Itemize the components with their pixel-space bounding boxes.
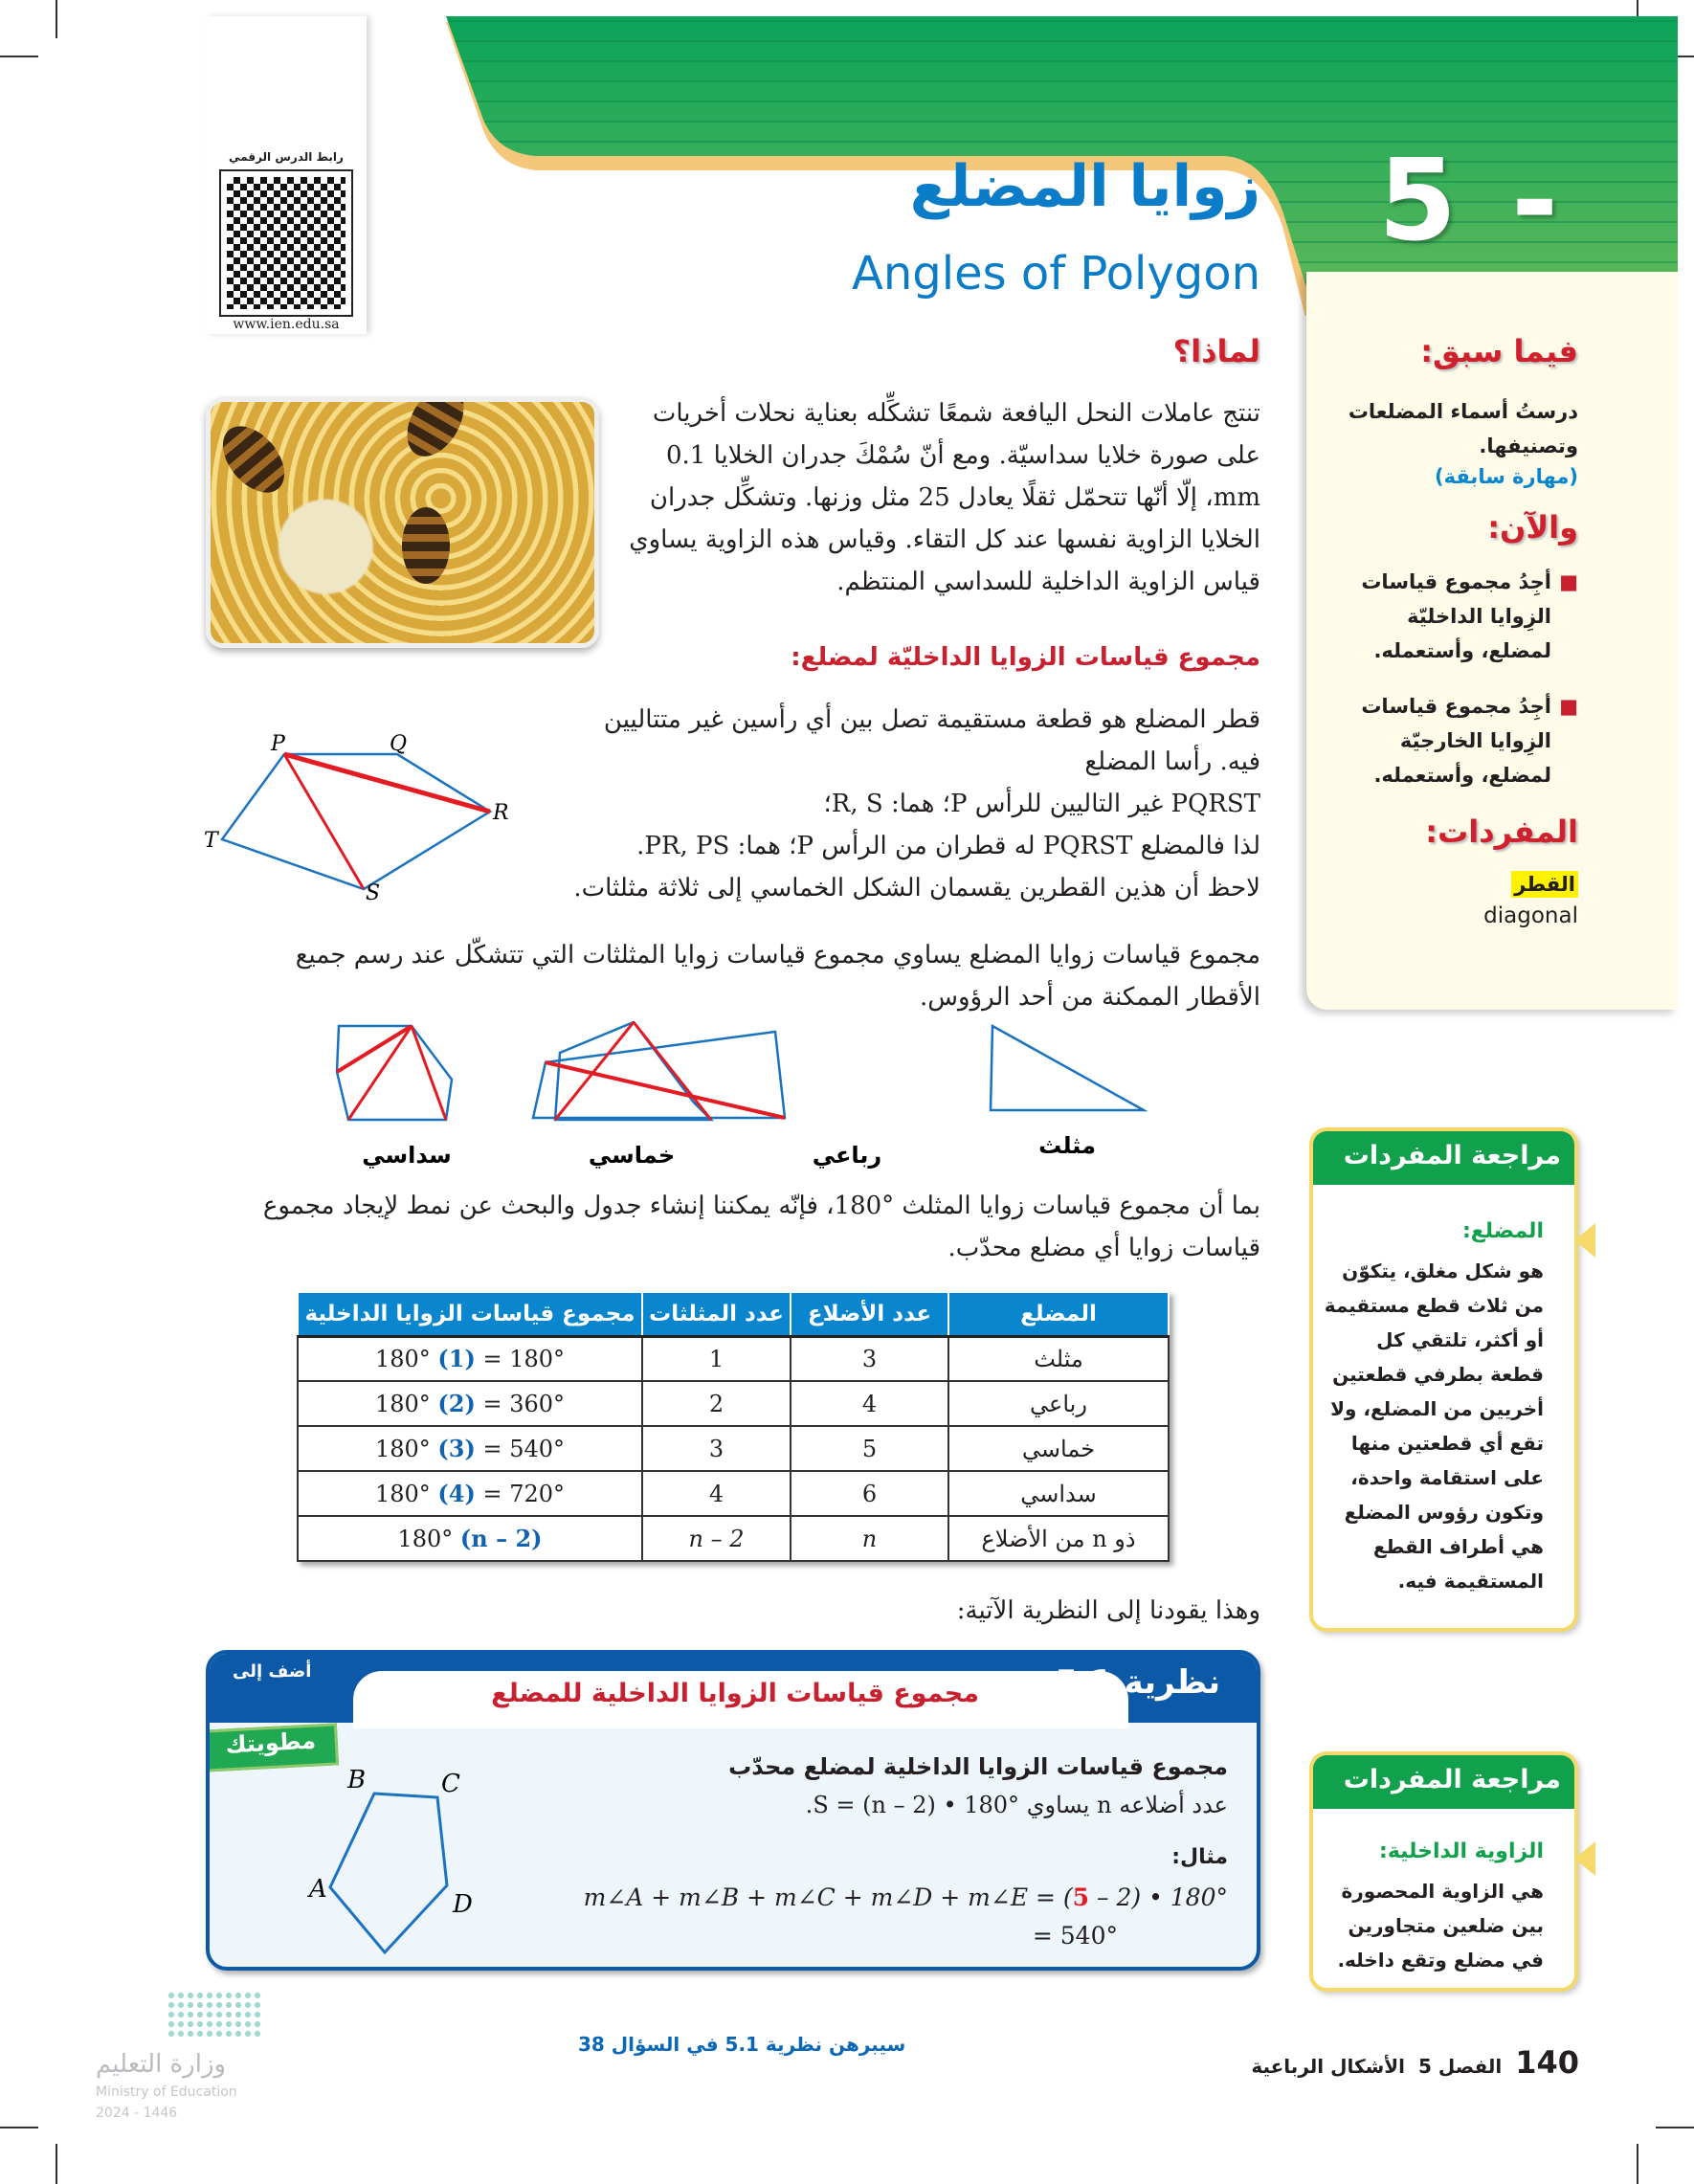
qr-panel: رابط الدرس الرقمي www.ien.edu.sa <box>206 16 367 334</box>
vocab-review-definition: هو شكل مغلق، يتكوّن من ثلاث قطع مستقيمة … <box>1324 1259 1544 1593</box>
now-item: ■ أجِدُ مجموع قياسات الزِوايا الداخليّة ل… <box>1361 570 1578 662</box>
vertex-label: P <box>270 732 286 756</box>
table-row: رباعي 4 2 180° (2) = 360° <box>297 1380 1170 1427</box>
page-title: زوايا المضلع <box>909 153 1260 220</box>
now-item: ■ أجِدُ مجموع قياسات الزِوايا الخارجيّة ل… <box>1361 695 1578 787</box>
lesson-banner <box>446 16 1678 316</box>
theorem-label: نظرية 5.1 <box>1055 1663 1221 1702</box>
example-result: = 540° <box>1032 1922 1118 1950</box>
triangle-shape <box>989 1023 1148 1112</box>
crop-mark <box>56 0 57 38</box>
vocab-term: القطر <box>1511 871 1578 898</box>
column-header: عدد المثلثات <box>641 1291 791 1338</box>
example-label: مثال: <box>1171 1845 1228 1869</box>
column-header: المضلع <box>947 1291 1170 1338</box>
table-row: ذو n من الأضلاع n n – 2 180° (n – 2) <box>297 1515 1170 1562</box>
vocab-review-heading: مراجعة المفردات <box>1313 1131 1574 1185</box>
previous-heading: فيما سبق: <box>1420 333 1578 369</box>
vertex-label: T <box>204 829 220 853</box>
shape-label: خماسي <box>589 1142 675 1169</box>
previous-skill: (مهارة سابقة) <box>1434 465 1578 488</box>
vocab-review-heading: مراجعة المفردات <box>1313 1755 1574 1809</box>
theorem-lead: وهذا يقودنا إلى النظرية الآتية: <box>956 1596 1260 1625</box>
shape-label: سداسي <box>362 1142 452 1169</box>
polygon-angle-table: المضلع عدد الأضلاع عدد المثلثات مجموع قياسا… <box>297 1291 1170 1562</box>
section-heading: مجموع قياسات الزوايا الداخليّة لمضلع: <box>791 643 1260 672</box>
crop-mark <box>0 2127 38 2128</box>
example-equation: m∠A + m∠B + m∠C + m∠D + m∠E = (5 – 2) • … <box>583 1883 1228 1911</box>
page-footer: 140 الفصل 5 الأشكال الرباعية <box>1251 2044 1579 2081</box>
qr-code[interactable] <box>219 169 353 317</box>
shape-label: مثلث <box>1038 1132 1096 1159</box>
svg-text:B: B <box>346 1766 366 1794</box>
chapter-label: الفصل 5 <box>1418 2055 1503 2078</box>
objectives-sidebar: فيما سبق: درستُ أسماء المضلعات وتصنيفها.… <box>1306 272 1678 1010</box>
page-number: 140 <box>1515 2044 1579 2081</box>
shape-label: رباعي <box>813 1142 882 1169</box>
diagonal-paragraph: قطر المضلع هو قطعة مستقيمة تصل بين أي رأ… <box>573 705 1260 903</box>
vocab-term-english: diagonal <box>1483 903 1578 928</box>
theorem-statement: مجموع قياسات الزوايا الداخلية لمضلع محدّ… <box>728 1753 1228 1780</box>
why-heading: لماذا؟ <box>1172 333 1260 369</box>
chapter-title: الأشكال الرباعية <box>1251 2055 1405 2078</box>
add-to-label: أضف إلى <box>233 1661 312 1682</box>
crop-mark <box>1637 2144 1638 2184</box>
svg-text:A: A <box>307 1875 327 1904</box>
crop-mark <box>56 2144 57 2184</box>
vertex-label: S <box>366 881 380 905</box>
pentagon-pqrst-figure: P Q R S T <box>204 732 509 905</box>
page-title-english: Angles of Polygon <box>852 247 1260 301</box>
table-row: سداسي 6 4 180° (4) = 720° <box>297 1470 1170 1517</box>
svg-text:D: D <box>452 1890 473 1919</box>
vertex-label: Q <box>390 732 407 756</box>
vocab-review-definition: هي الزاوية المحصورة بين ضلعين متجاورين ف… <box>1337 1880 1544 1972</box>
table-intro-paragraph: بما أن مجموع قياسات زوايا المثلث °180، ف… <box>262 1192 1260 1262</box>
vocab-review-term: الزاوية الداخلية: <box>1379 1839 1544 1863</box>
table-row: مثلث 3 1 180° (1) = 180° <box>297 1335 1170 1382</box>
column-header: عدد الأضلاع <box>790 1291 949 1338</box>
pentagon-shape <box>553 1020 715 1122</box>
pentagon-abcde-figure: A B C D E <box>307 1766 473 1970</box>
column-header: مجموع قياسات الزوايا الداخلية <box>297 1291 643 1338</box>
vocab-heading: المفردات: <box>1425 813 1578 850</box>
quadrilateral-shape <box>531 1030 787 1120</box>
diagonal-sum-paragraph: مجموع قياسات زوايا المضلع يساوي مجموع قي… <box>295 941 1260 1012</box>
svg-text:C: C <box>441 1770 460 1798</box>
theorem-title: مجموع قياسات الزوايا الداخلية للمضلع <box>491 1679 979 1708</box>
theorem-box: نظرية 5.1 مجموع قياسات الزوايا الداخلية … <box>206 1650 1260 1971</box>
previous-text: درستُ أسماء المضلعات وتصنيفها. <box>1348 400 1578 457</box>
qr-url[interactable]: www.ien.edu.sa <box>233 317 340 332</box>
now-heading: والآن: <box>1487 509 1578 546</box>
polygon-triangulation-figures: مثلث رباعي خماسي سداسي <box>335 1020 1148 1169</box>
table-row: خماسي 5 3 180° (3) = 540° <box>297 1425 1170 1472</box>
honeycomb-photo <box>206 397 599 648</box>
vertex-label: R <box>492 801 509 825</box>
vocab-review-interior-angle: مراجعة المفردات الزاوية الداخلية: هي الز… <box>1309 1751 1595 1992</box>
svg-text:E: E <box>371 1967 390 1970</box>
qr-label: رابط الدرس الرقمي <box>229 150 344 164</box>
ministry-logo: وزارة التعليم Ministry of Education 2024… <box>96 1991 316 2125</box>
theorem-formula: عدد أضلاعه n يساوي S = (n – 2) • 180°. <box>805 1792 1228 1818</box>
proof-note: سيبرهن نظرية 5.1 في السؤال 38 <box>578 2033 906 2056</box>
crop-mark <box>0 56 38 57</box>
vocab-review-polygon: مراجعة المفردات المضلع: هو شكل مغلق، يتك… <box>1309 1127 1595 1632</box>
crop-mark <box>1656 2127 1694 2128</box>
why-paragraph: تنتج عاملات النحل اليافعة شمعًا تشكِّله … <box>629 399 1260 596</box>
vocab-review-term: المضلع: <box>1461 1219 1544 1243</box>
